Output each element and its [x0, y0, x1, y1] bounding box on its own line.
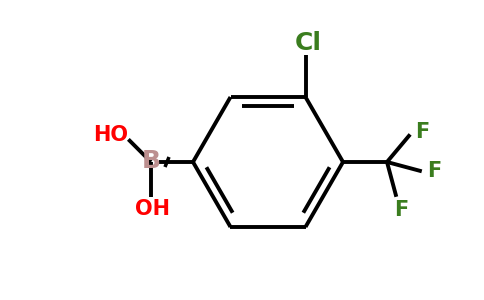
Text: F: F	[394, 200, 408, 220]
Text: OH: OH	[136, 199, 170, 219]
Text: F: F	[427, 161, 441, 181]
Text: Cl: Cl	[295, 31, 322, 55]
Text: F: F	[415, 122, 429, 142]
Text: B: B	[141, 149, 161, 173]
Text: HO: HO	[93, 125, 128, 146]
